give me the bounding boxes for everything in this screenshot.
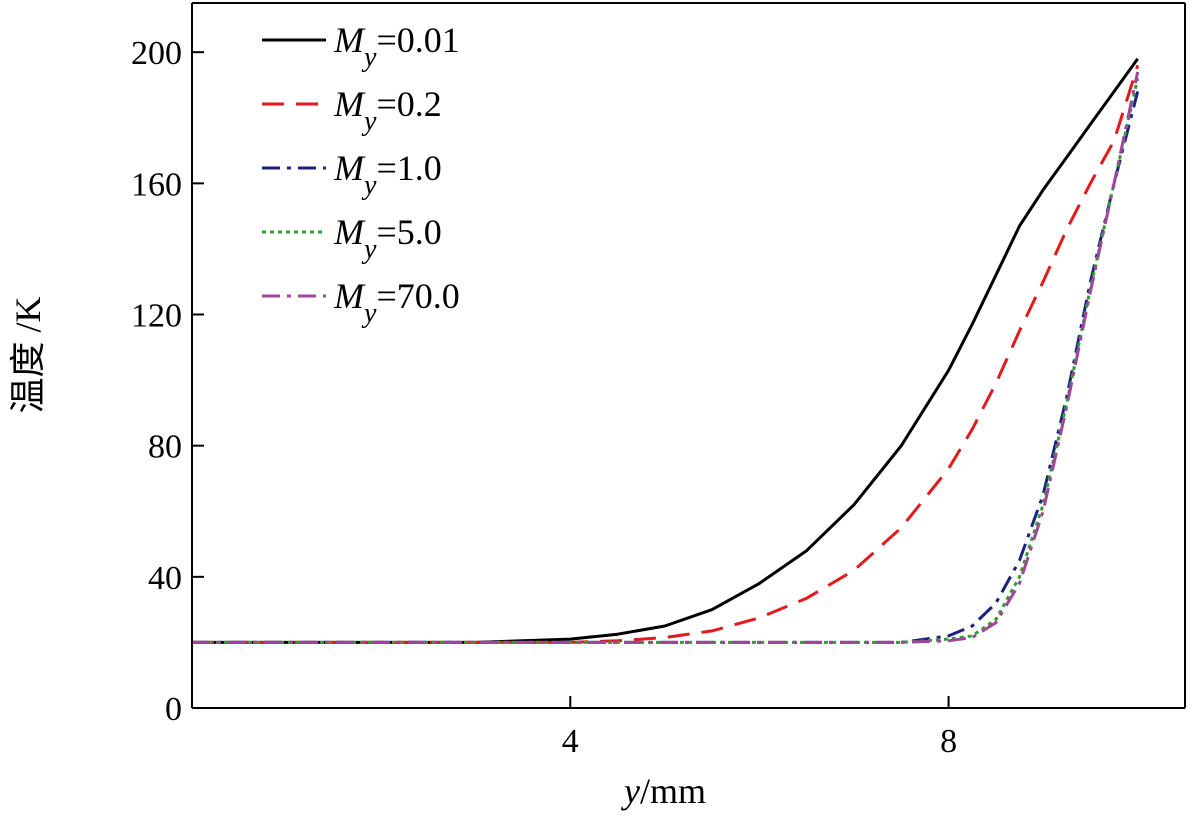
y-tick-label: 120 [131, 298, 182, 335]
y-tick-label: 200 [131, 35, 182, 72]
x-axis-title: y/mm [621, 771, 706, 811]
legend-item: My=5.0 [262, 212, 442, 265]
axes [191, 2, 1186, 709]
plot-lines [192, 57, 1140, 644]
legend-item: My=1.0 [262, 148, 442, 201]
legend-label: My=0.01 [333, 20, 460, 73]
legend-item: My=70.0 [262, 276, 460, 329]
ticks: 0 40 80 120 160 200 4 8 [131, 35, 957, 760]
y-axis-title: 温度 /K [8, 296, 48, 413]
legend: My=0.01 My=0.2 My=1.0 My=5.0 My=70.0 [262, 20, 460, 329]
y-tick-label: 40 [148, 560, 182, 597]
legend-item: My=0.2 [262, 84, 442, 137]
x-tick-label: 8 [940, 723, 957, 760]
y-tick-label: 160 [131, 166, 182, 203]
series-line-1 [192, 57, 1139, 644]
x-tick-label: 4 [562, 723, 579, 760]
legend-label: My=5.0 [333, 212, 442, 265]
series-line-5 [192, 71, 1140, 644]
y-tick-label: 0 [165, 691, 182, 728]
y-tick-label: 80 [148, 429, 182, 466]
legend-label: My=1.0 [333, 148, 442, 201]
legend-label: My=0.2 [333, 84, 442, 137]
legend-label: My=70.0 [333, 276, 460, 329]
legend-item: My=0.01 [262, 20, 460, 73]
